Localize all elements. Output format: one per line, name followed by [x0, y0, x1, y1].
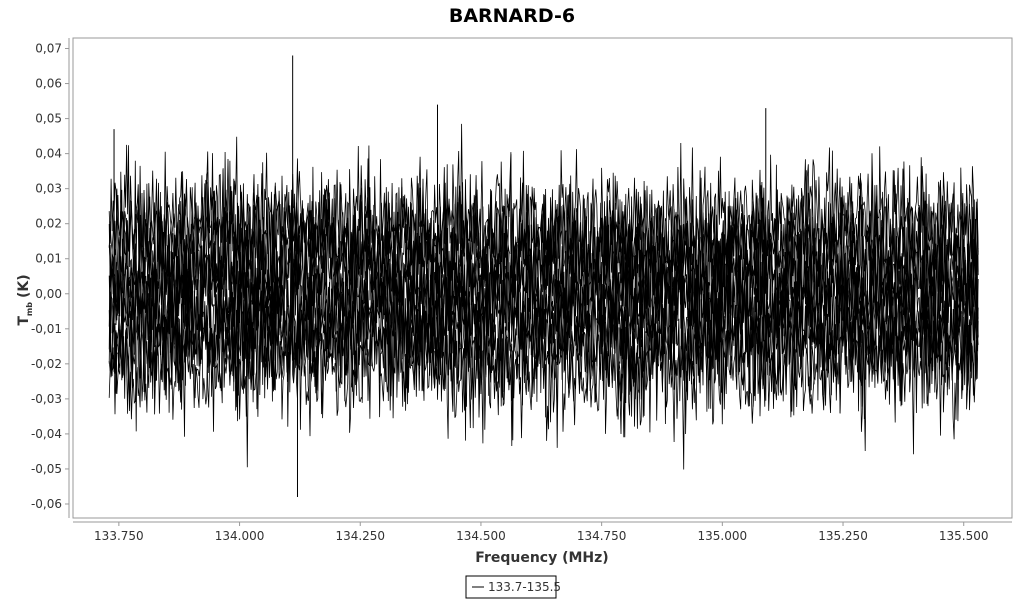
y-tick-label: 0,01 — [35, 252, 62, 266]
y-tick-label: 0,05 — [35, 112, 62, 126]
x-tick-label: 135.250 — [818, 529, 868, 543]
spectrum-trace — [108, 123, 979, 328]
x-axis-label: Frequency (MHz) — [475, 550, 608, 566]
svg-text:Tmb(K): Tmb (K) — [16, 274, 34, 325]
y-tick-label: -0,02 — [31, 357, 62, 371]
y-tick-label: -0,05 — [31, 462, 62, 476]
y-tick-label: -0,01 — [31, 322, 62, 336]
x-tick-label: 135.500 — [939, 529, 989, 543]
chart-title: BARNARD-6 — [449, 5, 575, 27]
y-tick-label: -0,03 — [31, 392, 62, 406]
x-tick-label: 134.000 — [215, 529, 265, 543]
y-tick-label: 0,04 — [35, 147, 62, 161]
spectrum-trace — [108, 196, 979, 401]
y-axis: 0,07 0,06 0,05 0,04 0,03 0,02 0,01 0,00 -0,01 -0,… — [31, 42, 69, 511]
legend-entry: 133.7-135.5 — [488, 580, 561, 594]
x-tick-label: 134.750 — [577, 529, 627, 543]
y-tick-label: 0,07 — [35, 42, 62, 56]
x-tick-label: 134.500 — [456, 529, 506, 543]
y-tick-label: -0,04 — [31, 427, 62, 441]
x-axis: 133.750 134.000 134.250 134.500 134.750 135.0… — [94, 522, 989, 543]
y-tick-label: 0,02 — [35, 217, 62, 231]
series-lines — [108, 55, 979, 497]
x-tick-label: 133.750 — [94, 529, 144, 543]
y-axis-label-unit: (K) — [16, 274, 32, 298]
y-axis-label-sub: mb — [25, 302, 34, 316]
y-tick-label: -0,06 — [31, 497, 62, 511]
legend-box — [465, 575, 557, 599]
y-tick-label: 0,06 — [35, 77, 62, 91]
y-axis-label-main: T — [16, 316, 32, 326]
spectrum-trace — [108, 142, 979, 315]
x-tick-label: 135.000 — [698, 529, 748, 543]
spectrum-trace — [108, 198, 979, 369]
y-tick-label: 0,00 — [35, 287, 62, 301]
x-tick-label: 134.250 — [335, 529, 385, 543]
legend[interactable]: 133.7-135.5 — [465, 575, 561, 599]
y-axis-label: Tmb (K) — [16, 274, 34, 325]
y-tick-label: 0,03 — [35, 182, 62, 196]
